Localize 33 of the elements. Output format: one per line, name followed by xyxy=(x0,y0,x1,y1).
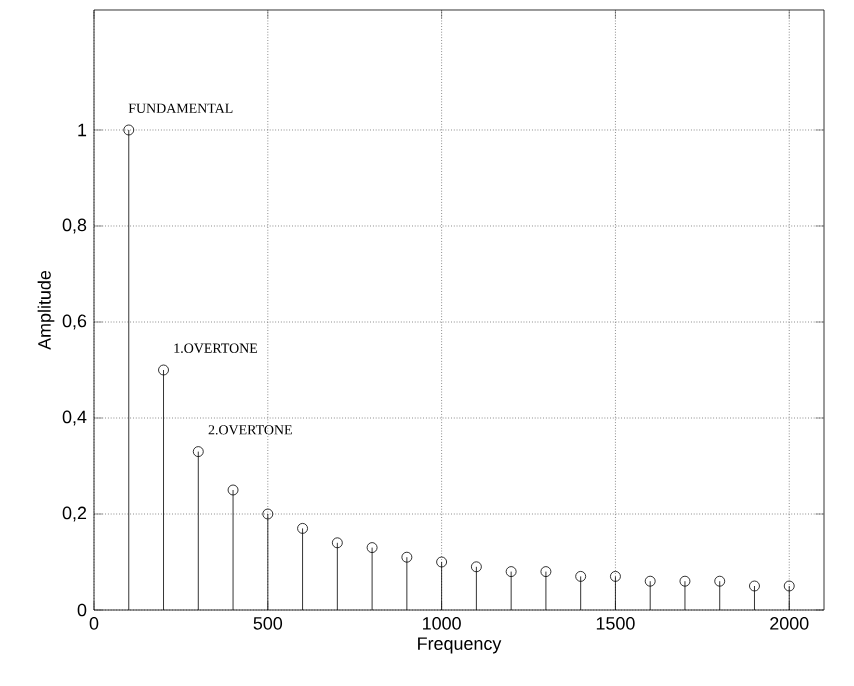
point xyxy=(575,571,587,582)
point xyxy=(192,446,204,457)
y-tick-label: 0,2 xyxy=(62,506,87,522)
point xyxy=(644,575,656,587)
x-tick-label: 500 xyxy=(253,617,283,630)
x-tick-label: 1500 xyxy=(596,617,635,630)
point xyxy=(331,537,343,549)
point xyxy=(470,561,482,573)
point xyxy=(714,575,726,587)
x-tick-label: 1000 xyxy=(423,617,461,630)
point xyxy=(610,571,621,582)
y-tick-label: 0,8 xyxy=(62,218,87,234)
point xyxy=(262,508,274,520)
x-tick-label: 0 xyxy=(89,617,99,630)
point xyxy=(436,556,448,568)
y-axis-title: Amplitude xyxy=(37,270,55,350)
y-tick-label: 0,6 xyxy=(62,314,87,330)
point xyxy=(505,566,517,577)
point xyxy=(158,364,169,376)
point xyxy=(401,551,413,563)
point xyxy=(366,542,378,553)
point xyxy=(783,580,795,592)
point xyxy=(123,124,135,136)
point xyxy=(679,575,691,587)
x-tick-label: 2000 xyxy=(770,617,809,630)
point xyxy=(540,566,552,577)
point xyxy=(749,580,760,592)
point xyxy=(297,523,308,534)
y-tick-label: 0,4 xyxy=(62,410,87,426)
x-axis-title: Frequency xyxy=(418,637,502,654)
point xyxy=(227,484,239,496)
y-tick-label: 1 xyxy=(78,123,87,137)
y-tick-label: 0 xyxy=(77,603,87,617)
